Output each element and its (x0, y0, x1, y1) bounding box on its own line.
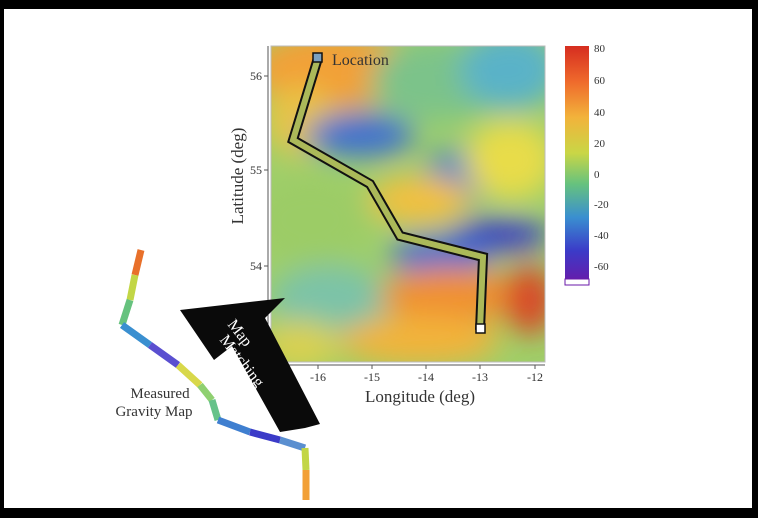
colorbar-tick: 20 (594, 138, 606, 150)
y-axis-title: Latitude (deg) (228, 128, 247, 225)
start-marker (312, 52, 323, 63)
colorbar-tick: 0 (594, 169, 600, 181)
x-tick-label: -13 (472, 370, 488, 384)
measured-gravity-track (118, 249, 310, 500)
y-tick-label: 55 (250, 163, 262, 177)
colorbar-tick: -40 (594, 230, 609, 242)
colorbar: 80 60 40 20 0 -20 -40 -60 (564, 43, 609, 286)
x-tick-label: -15 (364, 370, 380, 384)
colorbar-tick: 40 (594, 107, 606, 119)
x-tick-label: -16 (310, 370, 326, 384)
y-tick-label: 54 (250, 259, 262, 273)
colorbar-tick: -60 (594, 261, 609, 273)
y-axis: 56 55 54 Latitude (deg) (228, 69, 268, 273)
colorbar-tick: 60 (594, 75, 606, 87)
gravity-anomaly-map (271, 46, 545, 362)
x-axis-title: Longitude (deg) (365, 387, 475, 406)
measured-label-line2: Gravity Map (115, 404, 192, 420)
colorbar-tick: -20 (594, 199, 609, 211)
x-tick-label: -14 (418, 370, 434, 384)
end-marker (475, 323, 486, 334)
start-location-label: Location (332, 52, 389, 69)
map-frame (270, 45, 546, 363)
map-matching-arrow (180, 298, 320, 432)
colorbar-tick: 80 (594, 43, 606, 55)
measured-label-line1: Measured (130, 386, 190, 402)
x-axis: -16 -15 -14 -13 -12 Longitude (deg) (310, 365, 543, 406)
y-tick-label: 56 (250, 69, 262, 83)
x-tick-label: -12 (527, 370, 543, 384)
